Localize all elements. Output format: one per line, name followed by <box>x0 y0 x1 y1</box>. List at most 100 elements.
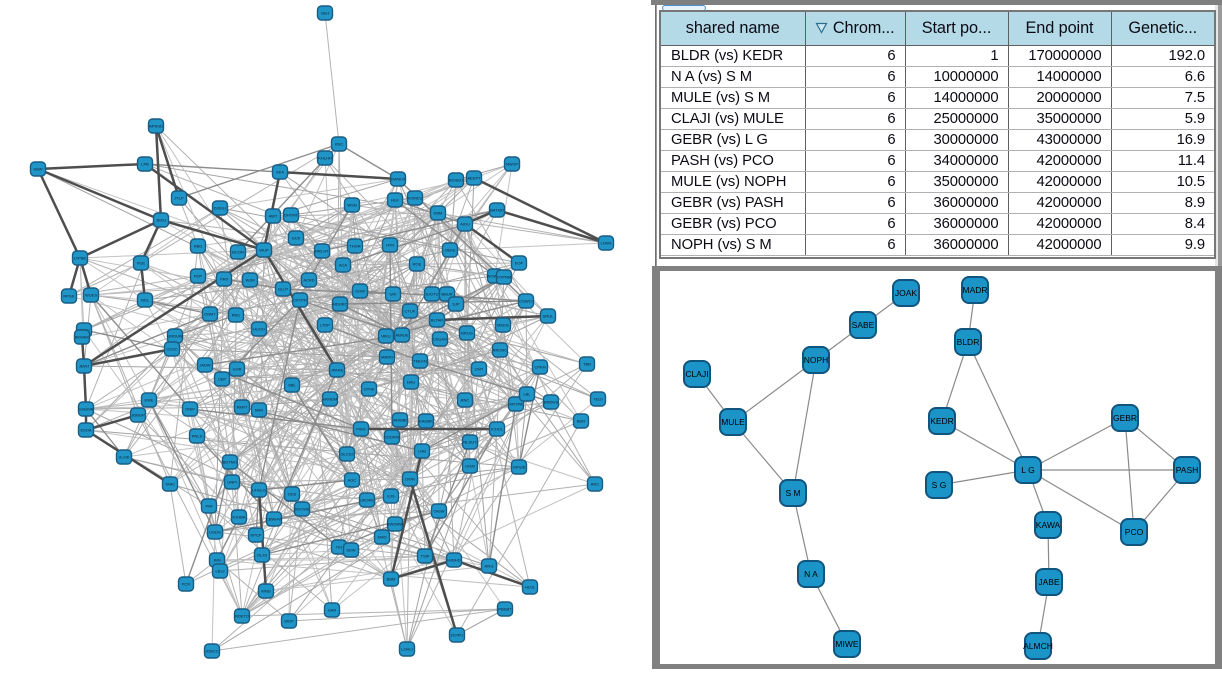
svg-text:NWUP: NWUP <box>506 162 519 167</box>
svg-text:SDW: SDW <box>346 548 356 553</box>
svg-text:UEP: UEP <box>218 377 227 382</box>
svg-text:DHTMT: DHTMT <box>284 213 299 218</box>
svg-text:WKU: WKU <box>381 334 390 339</box>
svg-text:LHB: LHB <box>418 449 426 454</box>
svg-text:KHLHH: KHLHH <box>318 156 332 161</box>
svg-text:RNC: RNC <box>232 313 241 318</box>
svg-text:OLJG: OLJG <box>257 553 267 558</box>
svg-text:CSWCI: CSWCI <box>519 299 532 304</box>
svg-text:S M: S M <box>785 488 800 498</box>
svg-text:JBN: JBN <box>213 558 221 563</box>
svg-text:RRG: RRG <box>485 564 494 569</box>
svg-text:GCK: GCK <box>292 236 301 241</box>
svg-text:WOWGP: WOWGP <box>487 274 504 279</box>
svg-text:DDCWE: DDCWE <box>294 507 309 512</box>
svg-text:KNC: KNC <box>335 142 344 147</box>
svg-text:CDDRW: CDDRW <box>384 435 399 440</box>
svg-text:EJS: EJS <box>387 494 395 499</box>
svg-text:KBM: KBM <box>434 211 443 216</box>
svg-text:BBUR: BBUR <box>441 292 452 297</box>
svg-text:BNDHS: BNDHS <box>544 400 558 405</box>
svg-text:MKKG: MKKG <box>497 323 509 328</box>
svg-text:PNLS: PNLS <box>192 434 203 439</box>
svg-text:WJM: WJM <box>245 278 254 283</box>
svg-text:AEEPT: AEEPT <box>467 176 481 181</box>
svg-text:NLDUT: NLDUT <box>463 440 477 445</box>
svg-text:BWGRW: BWGRW <box>387 522 403 527</box>
svg-text:KAWA: KAWA <box>1036 520 1061 530</box>
svg-text:LNNN: LNNN <box>601 241 612 246</box>
svg-text:ICHOL: ICHOL <box>491 427 504 432</box>
svg-text:TIH: TIH <box>336 545 343 550</box>
svg-text:JLJJD: JLJJD <box>118 455 129 460</box>
svg-text:CBWHW: CBWHW <box>266 517 282 522</box>
svg-text:OIWIT: OIWIT <box>204 312 216 317</box>
svg-text:NDL: NDL <box>141 298 150 303</box>
svg-text:URI: URI <box>390 292 397 297</box>
svg-text:OEKE: OEKE <box>444 248 455 253</box>
svg-text:TAAC: TAAC <box>165 482 175 487</box>
svg-text:ESOA: ESOA <box>80 428 91 433</box>
svg-text:KOMCU: KOMCU <box>408 196 423 201</box>
svg-text:AGC: AGC <box>348 478 357 483</box>
svg-text:PUE: PUE <box>137 261 146 266</box>
svg-text:PMI: PMI <box>205 504 212 509</box>
svg-text:RNC: RNC <box>461 398 470 403</box>
svg-text:BRUG: BRUG <box>461 331 473 336</box>
svg-text:TMLKN: TMLKN <box>413 359 427 364</box>
svg-text:THGR: THGR <box>349 244 360 249</box>
svg-text:UNPI: UNPI <box>227 480 237 485</box>
svg-text:EOP: EOP <box>515 261 524 266</box>
svg-text:JEKU: JEKU <box>156 218 166 223</box>
svg-text:TSIP: TSIP <box>421 554 430 559</box>
svg-text:ACA: ACA <box>339 263 348 268</box>
svg-text:TBN: TBN <box>583 362 591 367</box>
svg-text:SJOTU: SJOTU <box>425 292 438 297</box>
svg-text:JOAK: JOAK <box>895 288 918 298</box>
svg-text:OIGW: OIGW <box>433 509 444 514</box>
svg-text:SBL: SBL <box>288 383 296 388</box>
svg-text:PCR: PCR <box>182 582 191 587</box>
svg-text:WDP: WDP <box>284 619 294 624</box>
svg-text:BBM: BBM <box>387 577 396 582</box>
svg-text:GJIR: GJIR <box>232 367 241 372</box>
svg-text:LOHLI: LOHLI <box>401 647 413 652</box>
svg-text:N A: N A <box>804 569 818 579</box>
svg-text:CESC: CESC <box>166 347 177 352</box>
svg-text:KPCP: KPCP <box>251 533 262 538</box>
svg-text:CTUK: CTUK <box>405 309 416 314</box>
svg-text:JPARE: JPARE <box>331 368 344 373</box>
svg-text:NOPH: NOPH <box>804 355 829 365</box>
svg-text:JABE: JABE <box>1038 577 1060 587</box>
svg-text:RPGK: RPGK <box>63 294 75 299</box>
svg-text:S G: S G <box>932 480 947 490</box>
svg-text:GEBR: GEBR <box>1113 413 1137 423</box>
svg-text:UGDG: UGDG <box>209 530 221 535</box>
svg-text:KMO: KMO <box>377 535 386 540</box>
svg-text:KEDR: KEDR <box>930 416 954 426</box>
svg-text:L G: L G <box>1021 465 1034 475</box>
svg-text:URDUW: URDUW <box>167 334 183 339</box>
svg-text:HKNDM: HKNDM <box>323 397 338 402</box>
svg-text:EAGBK: EAGBK <box>419 419 433 424</box>
svg-text:BDTMO: BDTMO <box>223 460 237 465</box>
svg-text:CMT: CMT <box>475 367 484 372</box>
svg-text:LPB: LPB <box>141 162 149 167</box>
svg-text:CPHE: CPHE <box>363 387 374 392</box>
svg-text:DWN: DWN <box>405 477 415 482</box>
svg-text:HUOO: HUOO <box>253 327 265 332</box>
svg-text:BPNSD: BPNSD <box>149 124 163 129</box>
svg-text:WSN: WSN <box>347 203 356 208</box>
svg-text:PASH: PASH <box>1176 465 1199 475</box>
svg-text:DWNLR: DWNLR <box>391 177 406 182</box>
svg-text:GAR: GAR <box>328 608 337 613</box>
svg-text:ROE: ROE <box>413 262 422 267</box>
svg-text:RDETO: RDETO <box>235 614 249 619</box>
svg-text:JDBGP: JDBGP <box>131 413 145 418</box>
svg-text:JDBCC: JDBCC <box>205 649 218 654</box>
svg-text:LNUAS: LNUAS <box>433 337 447 342</box>
svg-text:ARWBI: ARWBI <box>393 418 406 423</box>
svg-text:CPKH: CPKH <box>534 365 545 370</box>
svg-text:TEUI: TEUI <box>593 397 602 402</box>
svg-text:MADR: MADR <box>962 285 987 295</box>
